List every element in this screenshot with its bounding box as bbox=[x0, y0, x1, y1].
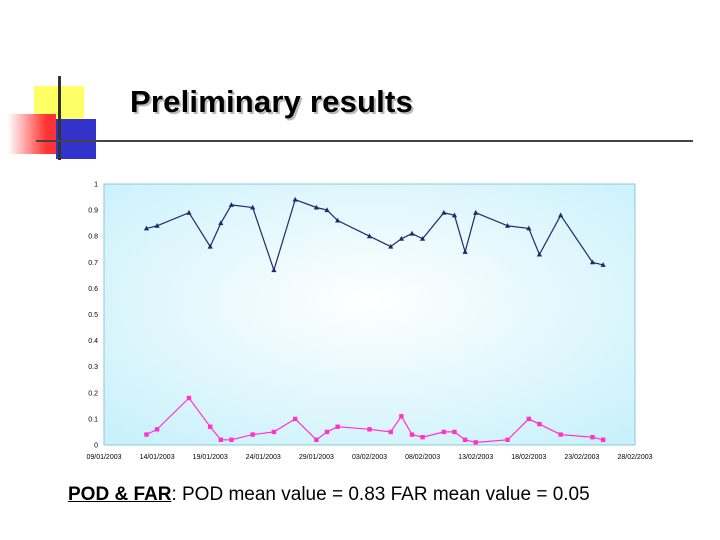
pod-point bbox=[558, 212, 564, 218]
x-tick-label: 18/02/2003 bbox=[511, 454, 546, 461]
pod-point bbox=[292, 196, 298, 202]
y-tick-label: 0.5 bbox=[88, 312, 98, 319]
far-point bbox=[558, 432, 563, 437]
pod-point bbox=[207, 243, 213, 249]
pod-point bbox=[504, 222, 511, 228]
x-tick-label: 09/01/2003 bbox=[86, 454, 121, 461]
far-point bbox=[154, 427, 160, 432]
y-tick-label: 0 bbox=[94, 443, 98, 450]
chart-caption: POD & FAR: POD mean value = 0.83 FAR mea… bbox=[68, 484, 590, 506]
x-tick-label: 08/02/2003 bbox=[405, 454, 440, 461]
pod-point bbox=[154, 222, 160, 228]
x-tick-label: 19/01/2003 bbox=[193, 454, 228, 461]
pod-point bbox=[271, 267, 277, 273]
y-tick-label: 0.7 bbox=[88, 260, 98, 267]
far-point bbox=[590, 434, 595, 440]
pod-far-line-chart: 0 0.1 0.2 0.3 0.4 0.5 0.6 0.7 0.8 0.9 1 09/01/2003… bbox=[86, 182, 652, 462]
x-tick-label: 14/01/2003 bbox=[140, 454, 175, 461]
pod-point bbox=[536, 251, 543, 257]
far-point bbox=[292, 416, 298, 422]
far-point bbox=[388, 429, 393, 435]
series-layer bbox=[143, 196, 606, 445]
pod-point bbox=[462, 249, 468, 254]
far-point bbox=[314, 437, 319, 442]
y-tick-label: 0.3 bbox=[88, 364, 98, 371]
pod-point bbox=[388, 243, 394, 249]
title-underline-rule bbox=[36, 140, 693, 142]
far-point bbox=[526, 416, 531, 422]
x-tick-label: 13/02/2003 bbox=[458, 454, 493, 461]
x-tick-label: 23/02/2003 bbox=[564, 454, 599, 461]
y-tick-label: 0.8 bbox=[88, 234, 98, 241]
pod-point bbox=[441, 209, 447, 215]
far-point bbox=[473, 440, 478, 445]
caption-text: : POD mean value = 0.83 FAR mean value =… bbox=[171, 484, 590, 505]
far-point bbox=[208, 424, 213, 429]
x-axis: 09/01/2003 14/01/2003 19/01/2003 24/01/2003… bbox=[86, 454, 652, 461]
y-axis: 0 0.1 0.2 0.3 0.4 0.5 0.6 0.7 0.8 0.9 1 bbox=[88, 182, 98, 450]
pod-point bbox=[589, 259, 596, 265]
x-tick-label: 29/01/2003 bbox=[299, 454, 334, 461]
pod-point bbox=[473, 209, 479, 215]
far-point bbox=[367, 427, 372, 432]
pod-point bbox=[228, 202, 235, 207]
pod-point bbox=[218, 220, 224, 226]
far-point bbox=[420, 434, 425, 440]
far-point bbox=[441, 429, 447, 435]
pod-point bbox=[600, 262, 606, 267]
far-point bbox=[144, 432, 149, 437]
far-point bbox=[537, 421, 542, 427]
pod-point bbox=[250, 204, 256, 210]
far-point bbox=[452, 429, 457, 435]
plot-area bbox=[103, 183, 636, 446]
pod-point bbox=[313, 204, 319, 210]
far-point bbox=[229, 437, 234, 442]
y-tick-label: 0.1 bbox=[88, 416, 98, 423]
x-tick-label: 28/02/2003 bbox=[617, 454, 652, 461]
pod-point bbox=[420, 236, 426, 241]
pod-point bbox=[335, 217, 341, 223]
pod-point bbox=[526, 225, 532, 231]
caption-label: POD & FAR bbox=[68, 484, 172, 505]
far-point bbox=[600, 437, 606, 442]
y-tick-label: 0.9 bbox=[88, 208, 98, 215]
far-point bbox=[324, 429, 330, 435]
far-point bbox=[271, 429, 277, 435]
pod-point bbox=[451, 212, 458, 218]
far-point bbox=[399, 414, 404, 419]
pod-point bbox=[186, 209, 192, 215]
pod-point bbox=[409, 230, 415, 236]
decorative-red-square bbox=[8, 114, 56, 154]
far-point bbox=[218, 437, 224, 442]
far-point bbox=[335, 424, 340, 429]
x-tick-label: 03/02/2003 bbox=[352, 454, 387, 461]
pod-point bbox=[324, 207, 330, 213]
far-point bbox=[186, 395, 192, 401]
y-tick-label: 1 bbox=[94, 182, 98, 189]
pod-point bbox=[366, 233, 373, 239]
far-point bbox=[462, 437, 468, 442]
decorative-blue-square bbox=[56, 119, 96, 159]
x-tick-label: 24/01/2003 bbox=[246, 454, 281, 461]
pod-point bbox=[143, 225, 150, 231]
pod-point bbox=[398, 236, 404, 241]
y-tick-label: 0.2 bbox=[88, 390, 98, 397]
far-point bbox=[409, 432, 415, 437]
y-tick-label: 0.4 bbox=[88, 338, 98, 345]
slide-title: Preliminary results bbox=[130, 84, 413, 119]
far-point bbox=[250, 432, 255, 437]
y-tick-label: 0.6 bbox=[88, 286, 98, 293]
far-point bbox=[505, 437, 510, 442]
decorative-vertical-rule bbox=[58, 76, 61, 160]
